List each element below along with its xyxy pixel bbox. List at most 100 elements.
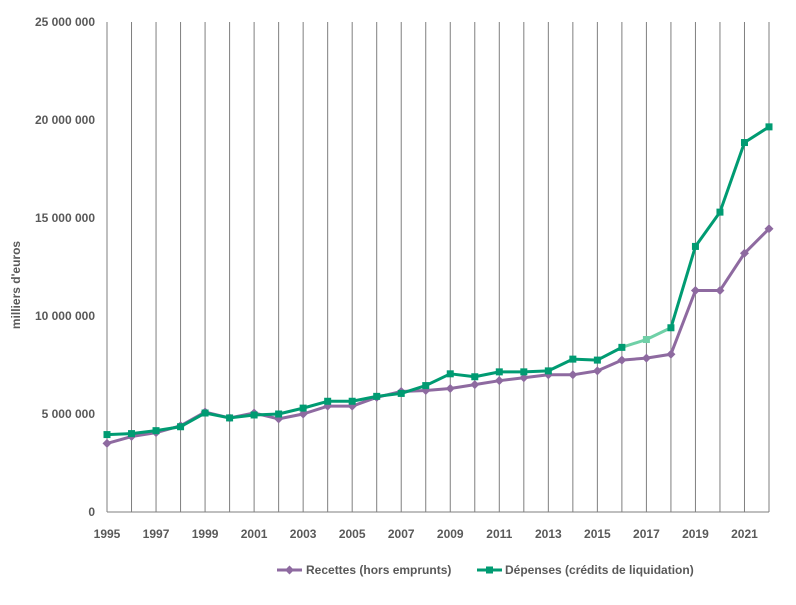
data-point-2018 [666, 349, 676, 359]
series-line-segment [742, 227, 771, 255]
series-line-segment [154, 425, 183, 433]
x-tick-label: 2003 [290, 527, 317, 541]
y-tick-label: 20 000 000 [35, 113, 95, 127]
legend-label: Recettes (hors emprunts) [306, 563, 451, 577]
series-line-segment [644, 326, 673, 342]
series-depenses [103, 123, 773, 439]
series-line-segment [718, 251, 746, 293]
data-point-2009 [445, 384, 455, 394]
series-line-segment [424, 372, 452, 388]
data-point-2016 [617, 355, 627, 365]
data-point-2008 [422, 382, 430, 390]
x-tick-label: 2013 [535, 527, 562, 541]
data-point-2014 [569, 355, 577, 363]
x-tick-label: 1999 [192, 527, 219, 541]
data-point-2016 [618, 343, 626, 351]
x-tick-label: 2021 [731, 527, 758, 541]
data-point-2013 [544, 367, 552, 375]
data-point-2017 [641, 353, 651, 363]
series-line-segment [595, 345, 624, 362]
data-point-2001 [250, 411, 258, 419]
series-line-segment [105, 432, 134, 437]
y-tick-label: 25 000 000 [35, 15, 95, 29]
series-line-segment [571, 369, 599, 377]
data-point-1995 [102, 438, 112, 448]
y-tick-label: 5 000 000 [42, 407, 96, 421]
data-point-2009 [446, 370, 454, 378]
data-point-2019 [691, 242, 699, 250]
series-line-segment [522, 373, 550, 380]
axes [106, 22, 769, 513]
y-tick-label: 0 [88, 505, 95, 519]
data-point-2022 [764, 224, 774, 234]
series-line-segment [130, 429, 158, 436]
data-point-2012 [520, 368, 528, 376]
x-tick-label: 2015 [584, 527, 611, 541]
legend-item-depenses: Dépenses (crédits de liquidation) [477, 563, 694, 577]
legend-label: Dépenses (crédits de liquidation) [505, 563, 694, 577]
data-point-2005 [348, 397, 356, 405]
series-line-segment [277, 406, 305, 416]
series-line-segment [399, 384, 428, 395]
data-point-2010 [470, 380, 480, 390]
data-point-2004 [324, 397, 332, 405]
series-line-segment [350, 395, 379, 408]
data-point-2020 [715, 286, 725, 296]
data-point-2007 [397, 389, 405, 397]
series-line-segment [473, 379, 501, 387]
series-line-segment [448, 372, 477, 379]
series-line-segment [497, 376, 526, 383]
series-line-segment [277, 412, 305, 421]
series-line-segment [571, 357, 599, 362]
x-tick-label: 2011 [486, 527, 512, 541]
series-line-segment [693, 210, 722, 248]
data-series [102, 123, 774, 448]
series-line-segment [546, 357, 575, 373]
data-point-2011 [495, 368, 503, 376]
x-tick-label: 1995 [94, 527, 121, 541]
x-tick-label: 2019 [682, 527, 709, 541]
x-tick-label: 1997 [143, 527, 170, 541]
legend: Recettes (hors emprunts) Dépenses (crédit… [277, 563, 694, 577]
data-point-2021 [740, 139, 748, 147]
series-line-segment [301, 399, 330, 410]
series-line-segment [669, 289, 697, 356]
series-line-segment [301, 404, 330, 416]
x-tick-labels: 1995 1997 1999 2001 2003 2005 2007 2009 2011 2013… [94, 527, 759, 541]
x-tick-label: 2017 [633, 527, 660, 541]
data-point-2019 [690, 286, 700, 296]
data-point-1997 [152, 427, 160, 435]
data-point-2014 [568, 370, 578, 380]
data-point-2010 [471, 373, 479, 381]
y-tick-label: 15 000 000 [35, 211, 95, 225]
data-point-2018 [667, 324, 675, 332]
legend-swatch-marker [486, 566, 493, 574]
data-point-2011 [494, 376, 504, 386]
data-point-2020 [716, 208, 724, 216]
series-line-segment [252, 412, 281, 417]
series-line-segment [473, 370, 501, 379]
data-point-1996 [128, 430, 136, 438]
x-tick-label: 2007 [388, 527, 415, 541]
data-point-2006 [373, 392, 381, 400]
gridlines [106, 22, 770, 512]
x-tick-label: 2009 [437, 527, 464, 541]
legend-swatch-marker [285, 565, 294, 575]
series-line-segment [595, 358, 624, 373]
series-line-segment [375, 391, 403, 398]
data-point-2015 [593, 356, 601, 364]
data-point-2003 [298, 409, 308, 419]
data-point-2015 [592, 366, 602, 376]
data-point-2003 [299, 404, 307, 412]
data-point-1999 [201, 409, 209, 417]
y-axis-title: milliers d'euros [9, 241, 23, 330]
series-line-segment [203, 411, 232, 420]
legend-item-recettes: Recettes (hors emprunts) [277, 563, 451, 577]
y-tick-labels: 0 5 000 000 10 000 000 15 000 000 20 000 000… [35, 15, 95, 519]
series-line-segment [669, 244, 697, 330]
x-tick-label: 2005 [339, 527, 366, 541]
data-point-2021 [739, 248, 749, 258]
series-line-segment [718, 141, 746, 214]
